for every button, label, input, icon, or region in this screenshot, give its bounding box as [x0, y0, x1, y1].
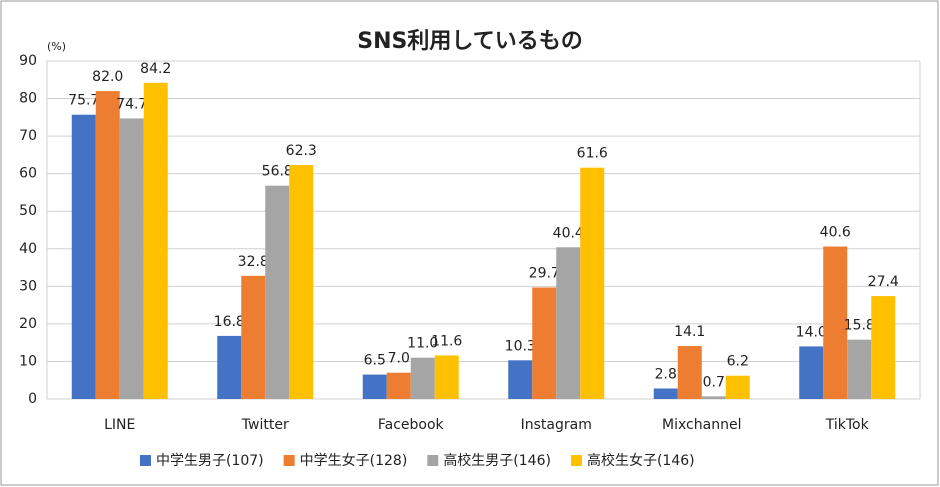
- data-label: 32.8: [238, 254, 269, 270]
- bar: [143, 82, 168, 399]
- bar: [241, 275, 266, 399]
- data-label: 56.8: [262, 164, 293, 180]
- bar: [556, 247, 581, 399]
- data-label: 6.5: [364, 353, 386, 369]
- bar: [677, 346, 702, 399]
- data-label: 75.7: [68, 93, 99, 109]
- data-label: 10.3: [505, 338, 536, 354]
- bar: [701, 396, 726, 399]
- legend-label: 高校生女子(146): [587, 452, 695, 469]
- legend-swatch: [570, 455, 582, 466]
- bar: [119, 118, 144, 400]
- data-label: 40.6: [820, 225, 851, 241]
- bar: [532, 287, 557, 399]
- bar: [362, 374, 387, 399]
- data-label: 61.6: [577, 146, 608, 162]
- legend-label: 中学生女子(128): [300, 452, 408, 469]
- legend-swatch: [283, 455, 295, 466]
- data-label: 27.4: [868, 274, 899, 290]
- data-label: 40.4: [553, 225, 584, 241]
- x-tick-label: LINE: [104, 417, 135, 433]
- data-label: 29.7: [529, 265, 560, 281]
- bar: [871, 296, 896, 399]
- bar: [434, 355, 459, 399]
- data-label: 14.0: [796, 324, 827, 340]
- data-label: 15.8: [844, 318, 875, 334]
- bar: [410, 357, 435, 399]
- data-label: 2.8: [655, 366, 677, 382]
- y-tick-label: 20: [19, 316, 37, 332]
- x-tick-label: Mixchannel: [662, 417, 741, 433]
- data-label: 74.7: [116, 96, 147, 112]
- legend-label: 中学生男子(107): [156, 453, 264, 469]
- y-tick-label: 60: [19, 166, 37, 182]
- legend-swatch: [427, 455, 439, 466]
- y-tick-label: 70: [19, 128, 37, 144]
- data-label: 11.6: [431, 333, 462, 349]
- bar: [71, 114, 96, 400]
- data-label: 11.0: [407, 336, 438, 352]
- y-tick-label: 30: [19, 278, 37, 294]
- y-tick-label: 50: [19, 203, 37, 219]
- data-label: 7.0: [388, 351, 410, 367]
- data-label: 14.1: [674, 324, 705, 340]
- data-label: 0.7: [703, 374, 725, 390]
- data-label: 84.2: [140, 61, 171, 77]
- bar: [217, 335, 242, 399]
- data-label: 16.8: [214, 314, 245, 330]
- y-tick-label: 90: [19, 53, 37, 69]
- data-label: 82.0: [92, 69, 123, 85]
- bar: [265, 185, 290, 399]
- bar: [847, 339, 872, 399]
- x-tick-label: Twitter: [241, 417, 289, 433]
- y-axis-label: (%): [47, 40, 66, 53]
- y-tick-label: 0: [28, 391, 37, 407]
- legend-swatch: [140, 455, 151, 466]
- bar: [725, 375, 750, 399]
- y-tick-label: 40: [19, 241, 37, 257]
- bar: [580, 167, 605, 399]
- x-tick-label: Facebook: [378, 417, 445, 433]
- bar: [799, 346, 824, 399]
- chart-title: SNS利用しているもの: [357, 29, 582, 54]
- bar: [653, 388, 678, 399]
- y-tick-label: 10: [19, 353, 37, 369]
- data-label: 6.2: [727, 354, 749, 370]
- data-label: 62.3: [286, 143, 317, 159]
- legend-label: 高校生男子(146): [443, 452, 551, 469]
- bar: [823, 246, 848, 399]
- bar: [95, 91, 120, 400]
- bar: [289, 165, 314, 399]
- x-tick-label: TikTok: [825, 417, 870, 433]
- bar: [386, 372, 411, 399]
- y-tick-label: 80: [19, 91, 37, 107]
- x-tick-label: Instagram: [521, 417, 592, 433]
- bar: [508, 360, 533, 399]
